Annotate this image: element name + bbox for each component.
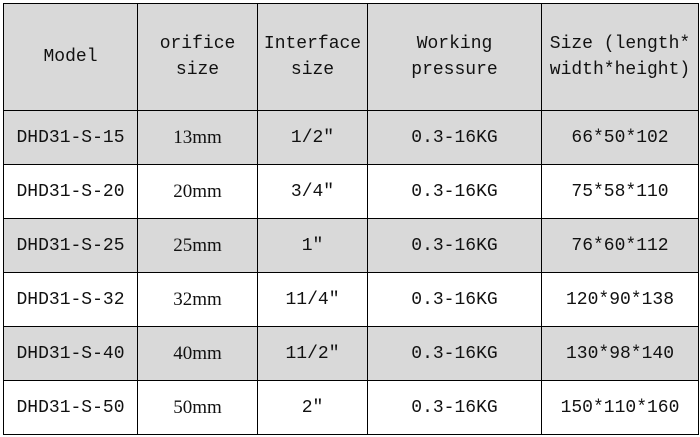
orifice-cell: 32mm [137,272,258,327]
pressure-cell: 0.3-16KG [367,326,542,381]
interface-cell: 3/4″ [257,164,368,219]
table-row: DHD31-S-25 25mm 1″ 0.3-16KG 76*60*112 [3,218,699,273]
header-interface-size: Interface size [257,3,368,111]
model-cell: DHD31-S-40 [3,326,138,381]
size-cell: 66*50*102 [541,110,699,165]
model-cell: DHD31-S-25 [3,218,138,273]
pressure-cell: 0.3-16KG [367,164,542,219]
orifice-cell: 50mm [137,380,258,435]
header-working-pressure: Working pressure [367,3,542,111]
orifice-cell: 13mm [137,110,258,165]
orifice-cell: 40mm [137,326,258,381]
interface-cell: 11/2″ [257,326,368,381]
table-row: DHD31-S-20 20mm 3/4″ 0.3-16KG 75*58*110 [3,164,699,219]
interface-cell: 1″ [257,218,368,273]
spec-table: Model orifice size Interface size Working p… [3,3,699,435]
model-cell: DHD31-S-32 [3,272,138,327]
pressure-cell: 0.3-16KG [367,218,542,273]
table-row: DHD31-S-50 50mm 2″ 0.3-16KG 150*110*160 [3,380,699,435]
size-cell: 150*110*160 [541,380,699,435]
model-cell: DHD31-S-50 [3,380,138,435]
model-cell: DHD31-S-15 [3,110,138,165]
orifice-cell: 25mm [137,218,258,273]
size-cell: 75*58*110 [541,164,699,219]
table-row: DHD31-S-40 40mm 11/2″ 0.3-16KG 130*98*140 [3,326,699,381]
header-size: Size (length* width*height) [541,3,699,111]
size-cell: 130*98*140 [541,326,699,381]
header-model: Model [3,3,138,111]
table-row: DHD31-S-15 13mm 1/2″ 0.3-16KG 66*50*102 [3,110,699,165]
interface-cell: 11/4″ [257,272,368,327]
pressure-cell: 0.3-16KG [367,380,542,435]
pressure-cell: 0.3-16KG [367,110,542,165]
size-cell: 76*60*112 [541,218,699,273]
interface-cell: 1/2″ [257,110,368,165]
header-row: Model orifice size Interface size Working p… [3,3,699,111]
size-cell: 120*90*138 [541,272,699,327]
model-cell: DHD31-S-20 [3,164,138,219]
orifice-cell: 20mm [137,164,258,219]
pressure-cell: 0.3-16KG [367,272,542,327]
table-row: DHD31-S-32 32mm 11/4″ 0.3-16KG 120*90*138 [3,272,699,327]
interface-cell: 2″ [257,380,368,435]
header-orifice-size: orifice size [137,3,258,111]
